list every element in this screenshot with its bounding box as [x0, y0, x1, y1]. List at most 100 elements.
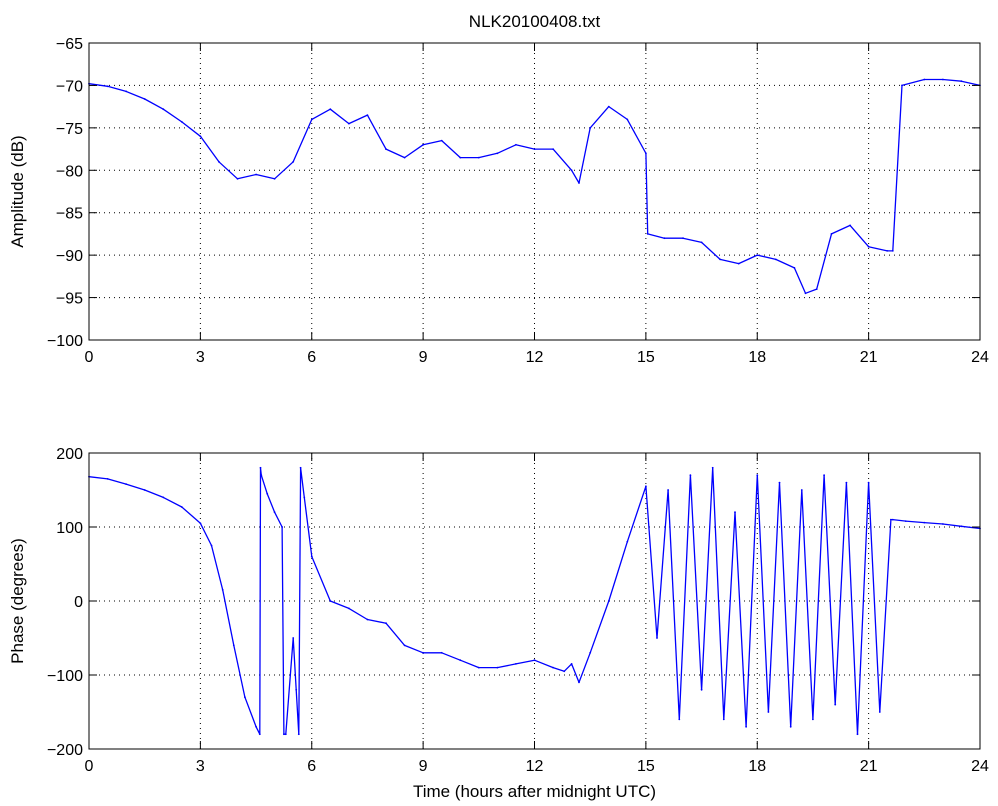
- amplitude-data-point: [255, 173, 257, 176]
- phase-data-point: [589, 651, 592, 654]
- amplitude-y-tick-label: −85: [56, 206, 83, 223]
- amplitude-data-point: [867, 245, 870, 248]
- amplitude-data-point: [663, 237, 666, 240]
- phase-y-tick-label: −100: [47, 668, 83, 685]
- amplitude-y-tick-label: −65: [56, 36, 83, 53]
- phase-data-point: [260, 474, 263, 477]
- phase-data-point: [106, 478, 109, 480]
- amplitude-data-point: [891, 250, 894, 252]
- phase-data-point: [180, 506, 183, 508]
- amplitude-y-axis-label: Amplitude (dB): [8, 135, 27, 247]
- phase-data-point: [297, 733, 300, 736]
- phase-x-tick-label: 6: [307, 758, 316, 775]
- phase-data-point: [292, 637, 295, 639]
- amplitude-x-tick-label: 3: [196, 349, 205, 366]
- phase-data-point: [563, 670, 566, 673]
- phase-data-point: [789, 725, 792, 728]
- amplitude-data-point: [793, 267, 796, 269]
- amplitude-data-point: [143, 98, 146, 100]
- amplitude-data-point: [570, 169, 573, 172]
- phase-data-point: [904, 520, 907, 522]
- phase-y-axis-label: Phase (degrees): [8, 538, 27, 664]
- phase-x-tick-label: 24: [971, 758, 989, 775]
- phase-data-point: [125, 483, 127, 485]
- phase-data-point: [734, 511, 736, 514]
- amplitude-data-point: [756, 254, 759, 256]
- amplitude-data-point: [125, 90, 127, 93]
- phase-panel: 0 3 6 9 12 15 18 21 24 200 100 0 −100 −200 Time (hour…: [8, 446, 989, 801]
- amplitude-x-tick-label: 24: [971, 349, 989, 366]
- phase-data-point: [310, 555, 313, 558]
- amplitude-data-point: [830, 233, 833, 235]
- phase-data-point: [800, 489, 803, 491]
- phase-data-point: [867, 481, 870, 484]
- amplitude-data-point: [626, 118, 629, 121]
- phase-data-point: [273, 511, 276, 514]
- phase-series-line: [88, 467, 981, 735]
- phase-data-point: [303, 496, 306, 499]
- phase-data-point: [385, 622, 387, 625]
- chart-title: NLK20100408.txt: [469, 12, 601, 31]
- phase-data-point: [745, 725, 747, 728]
- phase-data-point: [578, 681, 580, 684]
- amplitude-data-point: [515, 143, 517, 146]
- phase-data-point: [878, 711, 881, 713]
- phase-data-point: [366, 618, 369, 621]
- phase-data-point: [459, 659, 462, 662]
- phase-data-point: [199, 522, 202, 525]
- phase-y-tick-label: 100: [56, 520, 83, 537]
- phase-data-point: [722, 718, 725, 721]
- amplitude-grid: [89, 43, 980, 340]
- phase-data-point: [834, 703, 837, 706]
- phase-data-point: [767, 711, 770, 713]
- amplitude-x-tick-label: 21: [860, 349, 878, 366]
- phase-y-tick-label: 0: [74, 594, 83, 611]
- phase-data-point: [244, 696, 246, 699]
- amplitude-plot-area: [89, 43, 980, 340]
- amplitude-data-point: [719, 258, 721, 261]
- amplitude-data-point: [849, 224, 851, 227]
- amplitude-series-group: [88, 78, 981, 295]
- amplitude-y-tick-label: −80: [56, 163, 83, 180]
- amplitude-data-point: [886, 250, 889, 252]
- phase-data-point: [210, 544, 213, 547]
- phase-data-point: [711, 466, 714, 469]
- phase-data-point: [515, 663, 517, 665]
- phase-data-point: [700, 688, 703, 691]
- phase-data-point: [678, 718, 681, 721]
- amplitude-x-tick-label: 18: [748, 349, 766, 366]
- amplitude-data-point: [496, 152, 499, 155]
- phase-y-tick-label: −200: [47, 742, 83, 759]
- phase-x-tick-label: 12: [526, 758, 544, 775]
- phase-data-point: [440, 651, 443, 654]
- phase-data-point: [221, 589, 224, 591]
- amplitude-y-tick-label: −70: [56, 78, 83, 95]
- phase-data-point: [778, 481, 781, 484]
- amplitude-data-point: [923, 78, 926, 81]
- amplitude-data-point: [700, 241, 703, 244]
- amplitude-data-point: [106, 85, 109, 88]
- phase-data-point: [891, 518, 894, 521]
- phase-x-tick-label: 15: [637, 758, 655, 775]
- amplitude-data-point: [199, 135, 202, 138]
- amplitude-data-point: [348, 122, 350, 125]
- phase-data-point: [348, 607, 350, 610]
- amplitude-data-point: [459, 156, 462, 159]
- phase-x-tick-label: 21: [860, 758, 878, 775]
- phase-data-point: [960, 525, 963, 528]
- amplitude-x-tick-label: 9: [419, 349, 428, 366]
- phase-data-point: [477, 666, 480, 669]
- amplitude-y-tick-label: −100: [47, 333, 83, 350]
- phase-data-point: [284, 733, 287, 736]
- amplitude-panel: 0 3 6 9 12 15 18 21 24−65−70−75−80−85−90−95−100 …: [8, 12, 989, 366]
- phase-data-point: [607, 600, 610, 602]
- amplitude-data-point: [682, 237, 684, 240]
- phase-data-point: [258, 733, 261, 736]
- amplitude-data-point: [329, 108, 332, 111]
- amplitude-data-point: [366, 114, 369, 116]
- amplitude-data-point: [942, 78, 944, 81]
- phase-data-point: [689, 474, 692, 477]
- amplitude-ticks: 0 3 6 9 12 15 18 21 24 −65 −70 −75 −80 −85 −90 −95 −100: [47, 36, 989, 366]
- phase-data-point: [856, 733, 859, 736]
- phase-data-point: [845, 481, 848, 484]
